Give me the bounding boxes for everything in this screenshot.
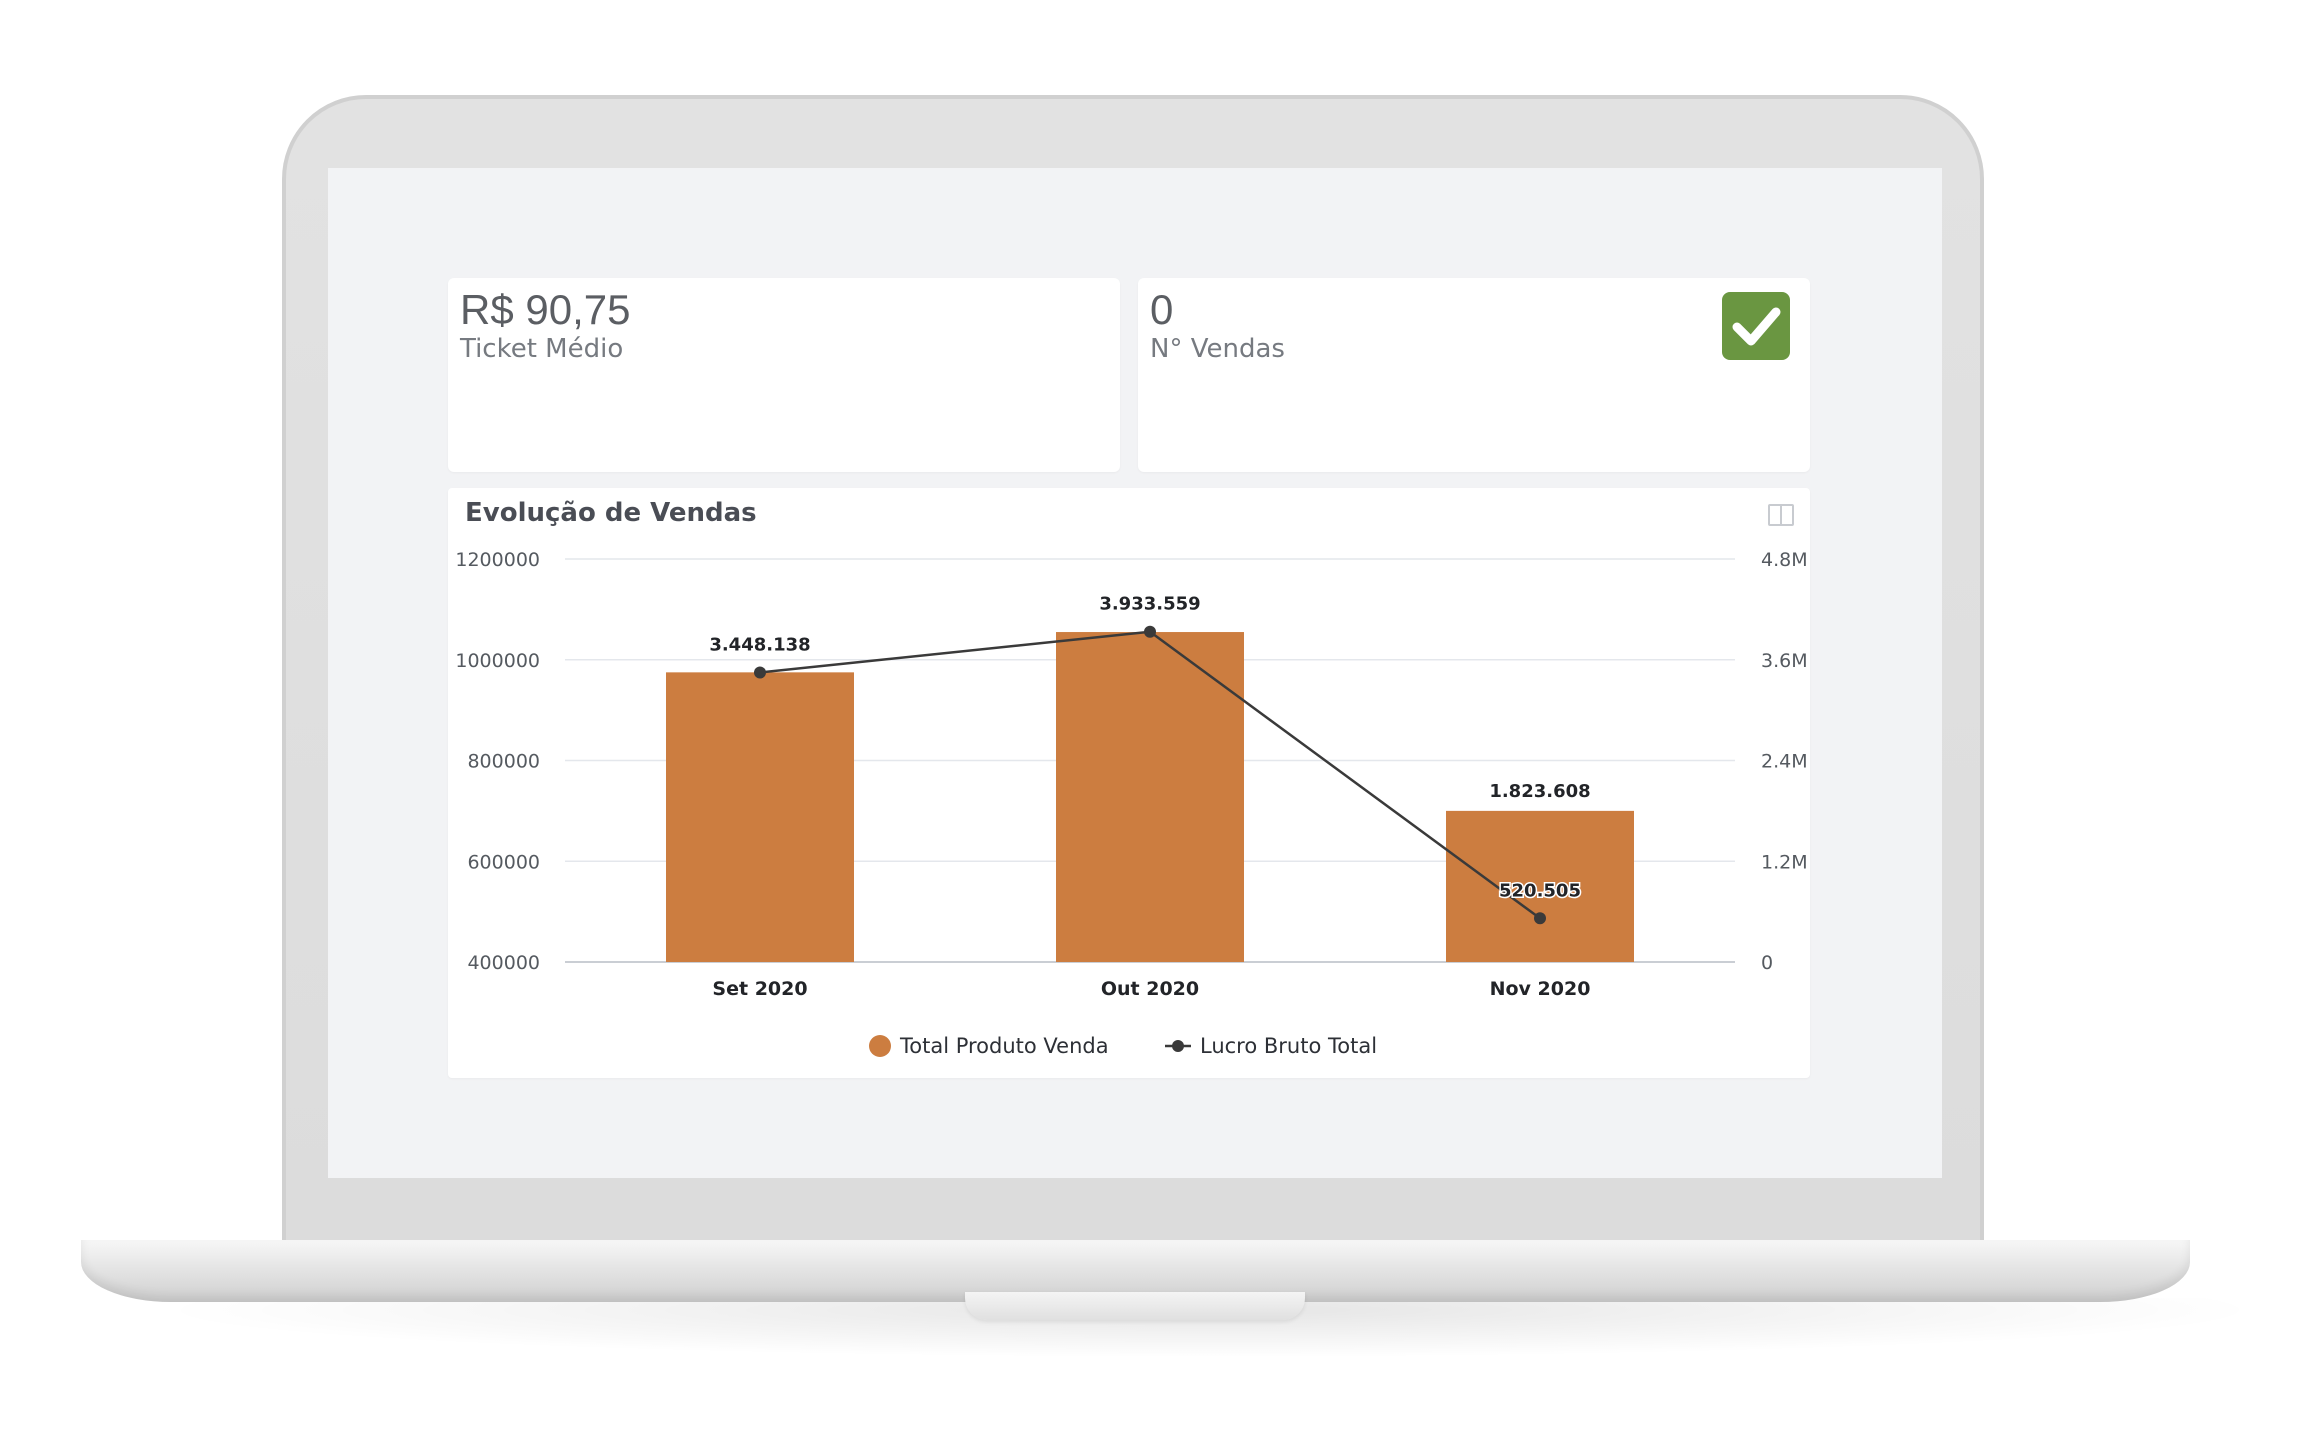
x-tick-label: Out 2020 [1101, 978, 1199, 1000]
y-left-tick-label: 1000000 [455, 650, 540, 672]
x-tick-label: Set 2020 [712, 978, 807, 1000]
legend-marker-bar[interactable] [869, 1035, 891, 1057]
layout-toggle-icon[interactable] [1768, 504, 1794, 526]
y-right-tick-label: 3.6M [1761, 650, 1808, 672]
y-right-tick-label: 1.2M [1761, 851, 1808, 873]
y-left-tick-label: 400000 [467, 952, 540, 974]
laptop-base [81, 1240, 2190, 1302]
laptop-screen: R$ 90,75 Ticket Médio 0 N° Vendas Evoluç… [328, 168, 1942, 1178]
y-left-tick-label: 800000 [467, 751, 540, 773]
legend-label[interactable]: Total Produto Venda [899, 1034, 1109, 1058]
chart-title: Evolução de Vendas [465, 498, 757, 528]
line-point[interactable] [1534, 912, 1546, 925]
chart-svg: 1200000 4.8M 1000000 3.6M 800000 2.4M 600000 1.… [455, 549, 1808, 1058]
kpi-value: R$ 90,75 [460, 286, 631, 333]
bar-total-produto-venda[interactable] [1056, 632, 1244, 962]
y-left-tick-label: 1200000 [455, 549, 540, 571]
kpi-label: Ticket Médio [460, 334, 624, 364]
legend-label[interactable]: Lucro Bruto Total [1200, 1034, 1377, 1058]
kpi-card-vendas: 0 N° Vendas [1138, 278, 1810, 472]
y-right-tick-label: 2.4M [1761, 751, 1808, 773]
line-data-label: 3.933.559 [1099, 594, 1200, 615]
line-point[interactable] [1144, 625, 1156, 638]
bar-total-produto-venda[interactable] [1446, 810, 1634, 962]
bar-total-produto-venda[interactable] [666, 672, 854, 962]
laptop-notch [965, 1292, 1305, 1320]
kpi-card-ticket-medio: R$ 90,75 Ticket Médio [448, 278, 1120, 472]
y-right-tick-label: 4.8M [1761, 549, 1808, 571]
legend-marker-line-dot [1172, 1040, 1184, 1052]
kpi-value: 0 [1150, 286, 1174, 333]
line-point[interactable] [754, 666, 766, 679]
y-right-tick-label: 0 [1761, 952, 1773, 974]
bar-data-label: 1.823.608 [1489, 781, 1590, 802]
y-left-tick-label: 600000 [467, 851, 540, 873]
line-data-label: 520.505 [1499, 880, 1581, 901]
line-data-label: 3.448.138 [709, 635, 810, 656]
kpi-label: N° Vendas [1150, 334, 1285, 364]
x-tick-label: Nov 2020 [1490, 978, 1591, 1000]
chart-card: Evolução de Vendas 1200000 4.8M 1000000 3.6… [448, 488, 1810, 1078]
check-icon[interactable] [1722, 292, 1790, 360]
